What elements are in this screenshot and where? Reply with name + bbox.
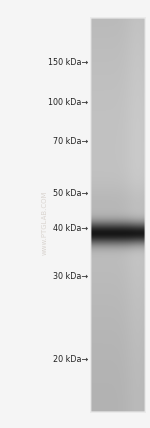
- Text: 40 kDa→: 40 kDa→: [53, 224, 88, 233]
- Text: 20 kDa→: 20 kDa→: [53, 355, 88, 364]
- Text: 50 kDa→: 50 kDa→: [53, 189, 88, 198]
- Text: 70 kDa→: 70 kDa→: [53, 137, 88, 146]
- Text: 30 kDa→: 30 kDa→: [53, 272, 88, 281]
- Text: 100 kDa→: 100 kDa→: [48, 98, 88, 107]
- Text: www.PTGLAB.COM: www.PTGLAB.COM: [42, 190, 48, 255]
- Text: 150 kDa→: 150 kDa→: [48, 58, 88, 67]
